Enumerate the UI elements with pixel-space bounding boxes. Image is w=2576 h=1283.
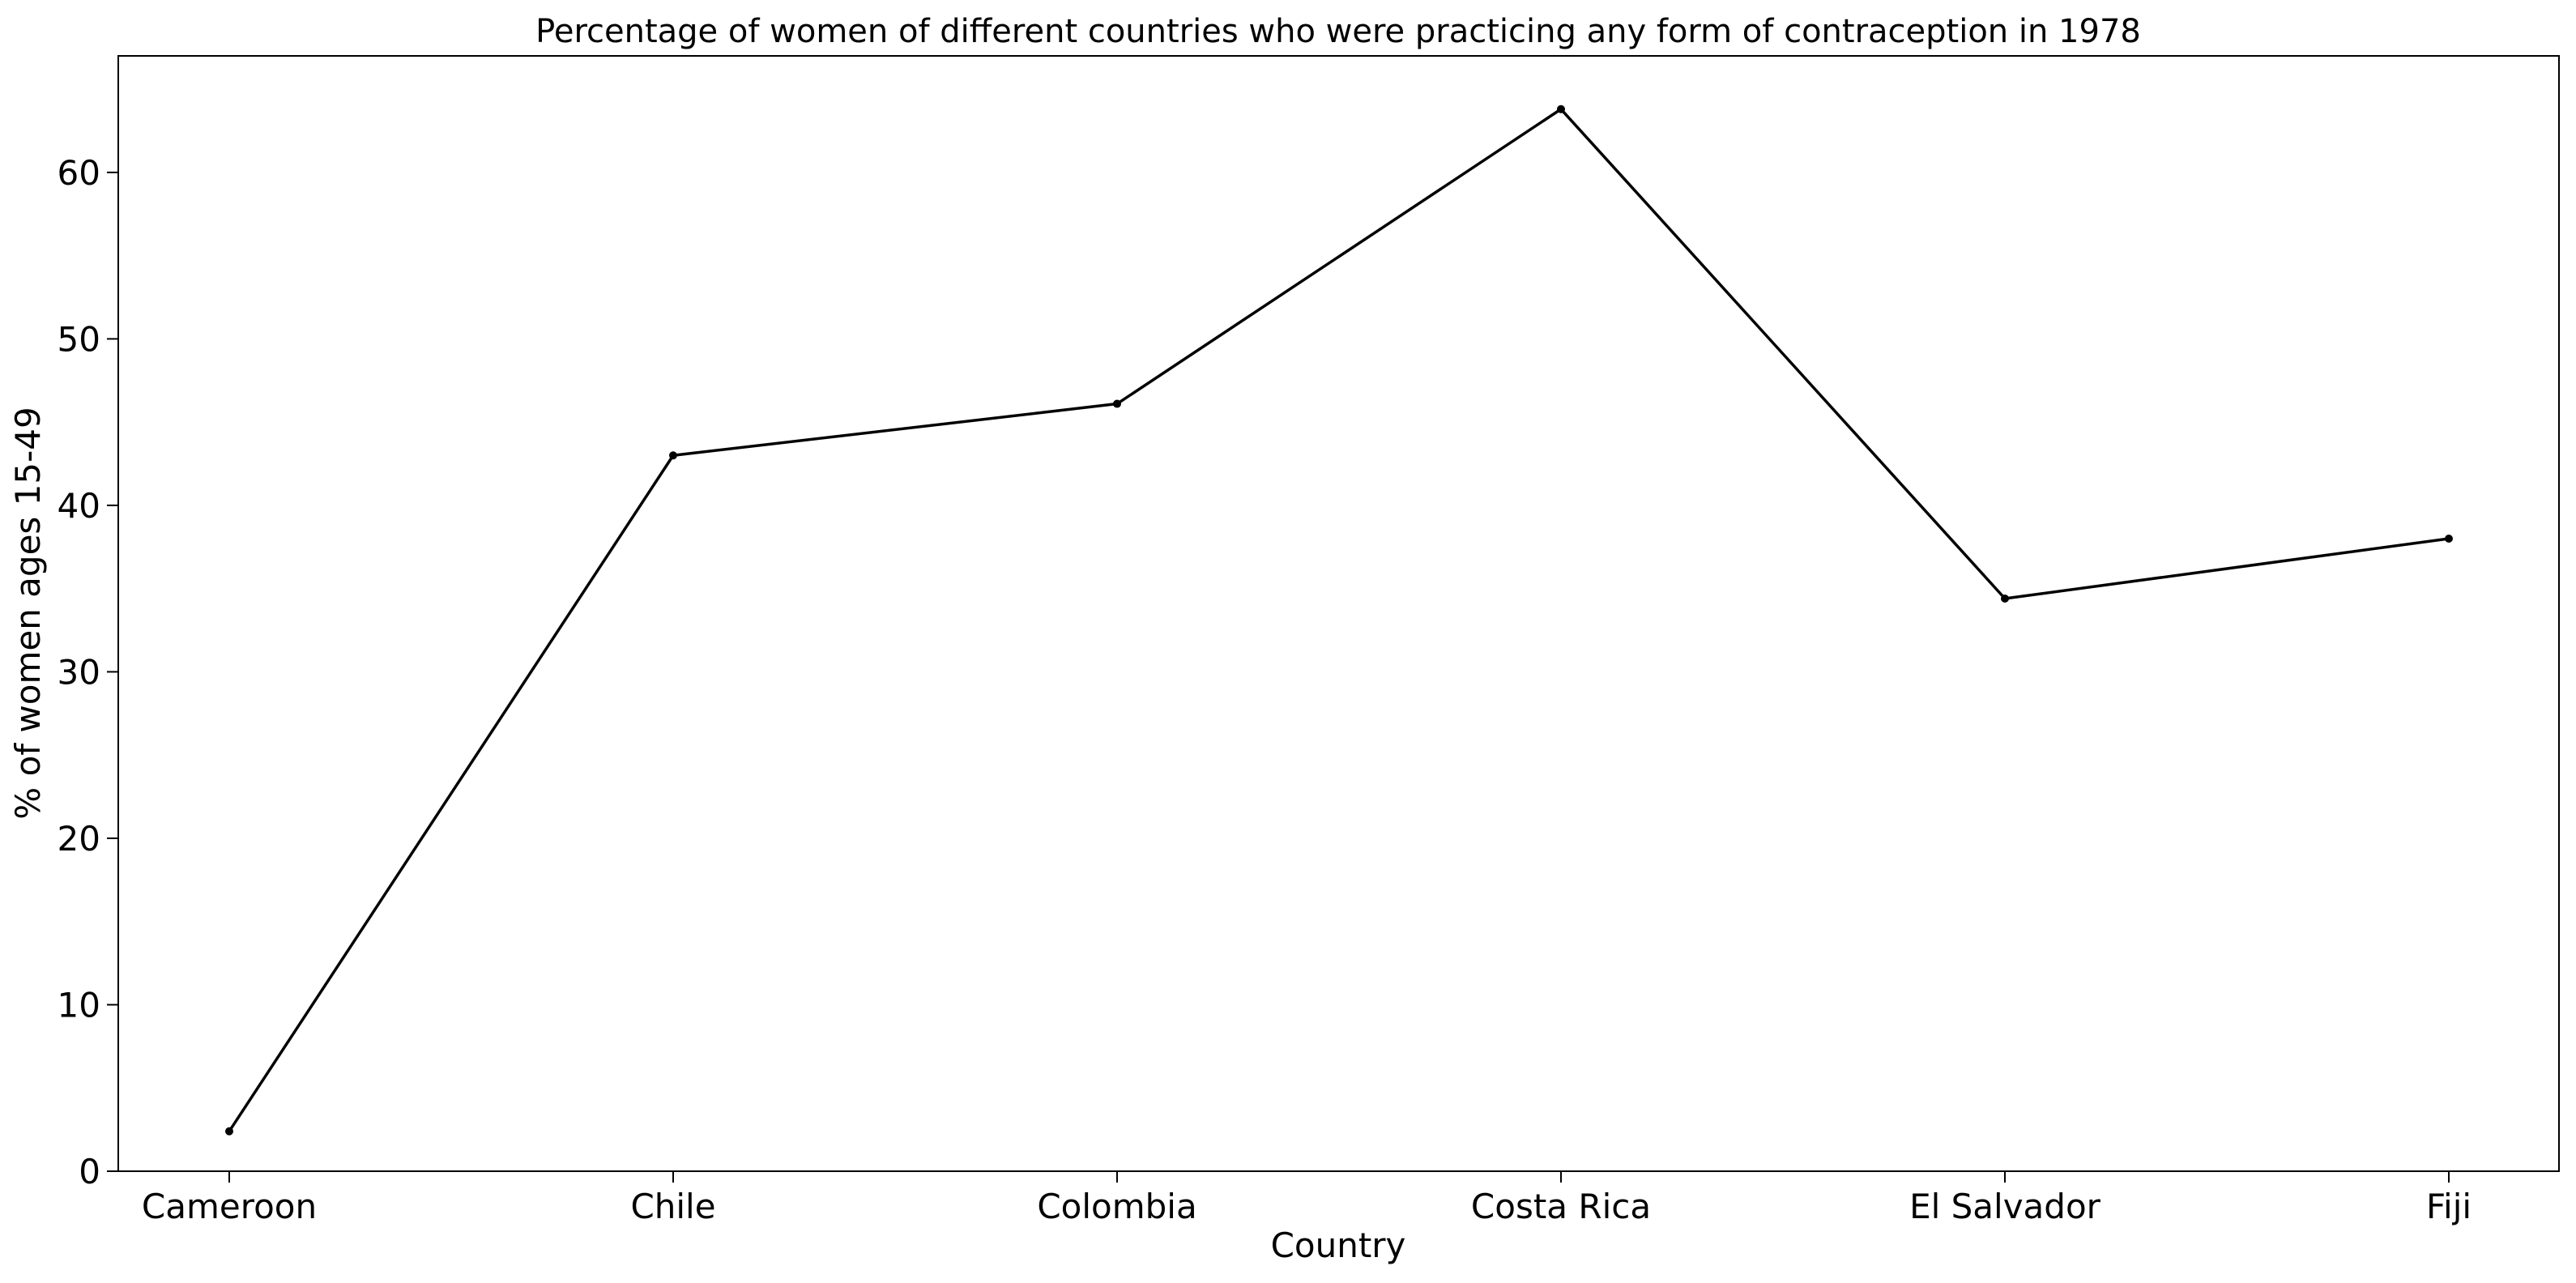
data-point bbox=[1113, 399, 1121, 408]
chart-title: Percentage of women of different countri… bbox=[535, 13, 2141, 50]
data-point bbox=[2001, 595, 2009, 603]
x-tick-label: Cameroon bbox=[142, 1187, 317, 1226]
y-tick-label: 50 bbox=[58, 319, 100, 359]
x-axis-ticks: Cameroon Chile Colombia Costa Rica El Salvad… bbox=[142, 1171, 2472, 1226]
data-point bbox=[2445, 535, 2453, 543]
data-point bbox=[1557, 104, 1565, 113]
x-tick-label: Colombia bbox=[1037, 1187, 1196, 1226]
y-axis-label: % of women ages 15-49 bbox=[8, 407, 48, 819]
series-group bbox=[225, 104, 2453, 1136]
plot-frame bbox=[117, 55, 2560, 1172]
data-point bbox=[225, 1127, 233, 1136]
y-axis-ticks: 0 10 20 30 40 50 60 bbox=[58, 153, 118, 1191]
x-tick-label: El Salvador bbox=[1909, 1187, 2101, 1226]
x-tick-label: Costa Rica bbox=[1471, 1187, 1651, 1226]
x-tick-label: Chile bbox=[630, 1187, 715, 1226]
data-point bbox=[669, 451, 677, 460]
y-tick-label: 10 bbox=[58, 985, 100, 1025]
y-tick-label: 60 bbox=[58, 153, 100, 193]
y-tick-label: 20 bbox=[58, 819, 100, 859]
y-tick-label: 40 bbox=[58, 486, 100, 526]
x-axis-label: Country bbox=[1271, 1225, 1406, 1265]
series-line bbox=[228, 108, 2450, 1132]
y-tick-label: 30 bbox=[58, 652, 100, 692]
y-tick-label: 0 bbox=[79, 1152, 100, 1191]
x-tick-label: Fiji bbox=[2426, 1187, 2472, 1226]
